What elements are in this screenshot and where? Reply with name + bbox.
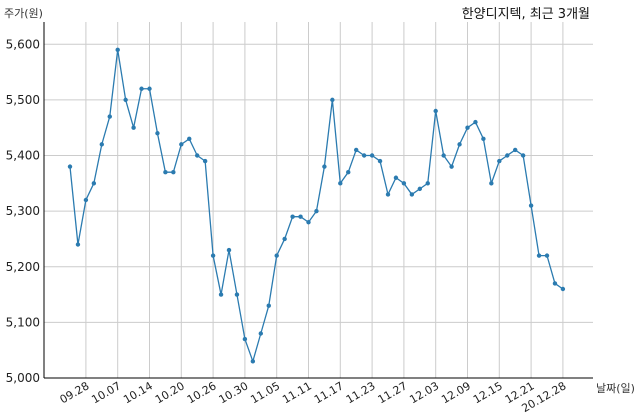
- x-tick-label: 10.07: [89, 379, 123, 406]
- x-tick-label: 10.26: [185, 379, 219, 406]
- data-point: [322, 164, 327, 169]
- y-tick-label: 5,600: [6, 37, 40, 51]
- series-line: [69, 49, 564, 364]
- x-tick-label: 12.09: [439, 379, 473, 406]
- data-point: [171, 169, 176, 175]
- x-tick-labels: 09.2810.0710.1410.2010.2610.3011.0511.11…: [58, 379, 569, 415]
- data-point: [250, 359, 256, 364]
- data-point: [75, 242, 81, 247]
- data-point: [528, 203, 534, 208]
- data-point: [123, 97, 128, 103]
- data-point: [282, 236, 287, 242]
- data-point: [67, 164, 73, 169]
- data-point: [266, 303, 271, 308]
- data-point: [155, 131, 160, 136]
- x-tick-label: 09.28: [58, 379, 92, 406]
- x-tick-label: 12.15: [471, 379, 505, 406]
- data-point: [457, 142, 462, 147]
- grid: [44, 22, 593, 378]
- data-point: [91, 181, 97, 186]
- data-point: [139, 86, 144, 91]
- data-point: [393, 175, 399, 180]
- data-point: [409, 192, 415, 197]
- x-tick-label: 10.14: [121, 379, 155, 406]
- data-point: [107, 114, 112, 119]
- y-tick-label: 5,100: [6, 315, 40, 329]
- data-point: [218, 292, 224, 297]
- data-point: [306, 220, 311, 225]
- data-point: [202, 158, 208, 164]
- y-tick-label: 5,000: [6, 371, 40, 385]
- x-tick-label: 11.05: [248, 379, 282, 406]
- data-point: [513, 147, 518, 153]
- data-point: [242, 336, 248, 342]
- data-point: [274, 253, 279, 258]
- data-point: [147, 86, 152, 91]
- data-point: [210, 253, 216, 258]
- x-tick-label: 11.17: [312, 379, 346, 406]
- x-tick-label: 11.27: [376, 379, 410, 406]
- axes: [43, 22, 593, 379]
- data-point: [401, 181, 407, 186]
- data-point: [505, 153, 510, 158]
- y-tick-label: 5,200: [6, 260, 40, 274]
- data-point: [195, 153, 200, 158]
- data-point: [520, 153, 526, 158]
- data-point: [417, 186, 422, 192]
- data-point: [83, 197, 89, 203]
- data-point: [163, 169, 168, 175]
- y-tick-labels: 5,000 5,100 5,200 5,300 5,400 5,500 5,600: [6, 37, 40, 385]
- data-point: [258, 331, 263, 336]
- data-point: [425, 181, 430, 186]
- data-point: [465, 125, 470, 130]
- data-point: [361, 153, 367, 158]
- data-point: [99, 142, 105, 147]
- x-tick-label: 10.20: [153, 379, 187, 406]
- data-point: [377, 158, 383, 164]
- data-point: [481, 136, 486, 142]
- data-point: [330, 97, 335, 103]
- data-point: [473, 119, 478, 125]
- data-point: [449, 164, 454, 169]
- x-tick-label: 11.23: [344, 379, 378, 406]
- x-tick-label: 12.03: [407, 379, 441, 406]
- data-point: [131, 125, 136, 130]
- data-point: [115, 47, 120, 53]
- data-point: [560, 286, 566, 292]
- x-tick-label: 10.30: [217, 379, 251, 406]
- data-point: [433, 108, 438, 114]
- data-point: [298, 214, 303, 219]
- data-point: [314, 208, 319, 214]
- y-tick-label: 5,500: [6, 93, 40, 107]
- data-point: [234, 292, 240, 297]
- data-point: [497, 158, 502, 164]
- data-point: [338, 181, 343, 186]
- data-point: [552, 281, 558, 286]
- chart-title: 한양디지텍, 최근 3개월: [462, 7, 590, 22]
- data-point: [536, 253, 542, 258]
- data-point: [441, 153, 446, 158]
- data-point: [179, 142, 184, 147]
- x-tick-label: 11.11: [280, 379, 314, 406]
- data-point: [369, 153, 375, 158]
- data-point: [489, 181, 494, 186]
- data-point: [354, 147, 359, 153]
- y-axis-title: 주가(원): [4, 7, 43, 20]
- data-point: [226, 247, 232, 253]
- x-axis-title: 날짜(일): [596, 381, 635, 395]
- data-point: [346, 169, 351, 175]
- data-point: [187, 136, 192, 142]
- y-tick-label: 5,300: [6, 204, 40, 218]
- y-tick-label: 5,400: [6, 149, 40, 163]
- data-point: [544, 253, 550, 258]
- series-price: [67, 47, 566, 364]
- data-point: [385, 192, 391, 197]
- data-point: [290, 214, 295, 219]
